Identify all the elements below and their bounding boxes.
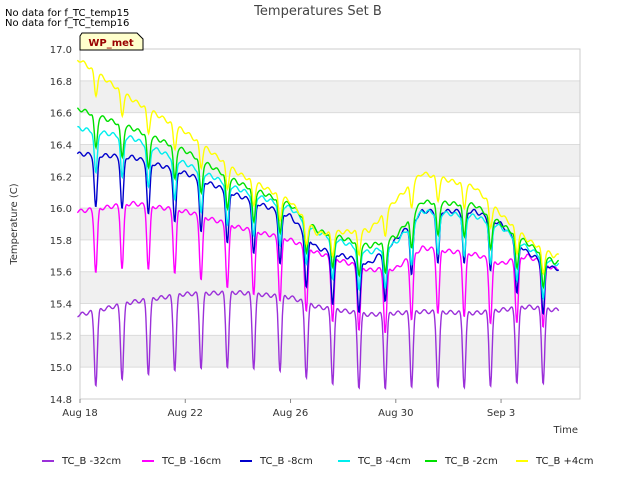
- grid-band: [80, 80, 580, 113]
- no-data-note-1: No data for f_TC_temp15: [5, 8, 130, 19]
- series-line: [76, 59, 560, 276]
- y-tick-label: 16.2: [50, 172, 72, 183]
- y-tick-label: 15.2: [50, 331, 72, 342]
- x-tick-label: Aug 30: [378, 408, 413, 419]
- y-tick-label: 16.8: [50, 77, 72, 88]
- site-badge-label: WP_met: [88, 38, 134, 49]
- y-tick-label: 17.0: [50, 45, 72, 56]
- y-axis-label: Temperature (C): [9, 183, 20, 265]
- chart-title: Temperatures Set B: [253, 4, 382, 19]
- no-data-note-2: No data for f_TC_temp16: [5, 18, 130, 29]
- grid-band: [80, 144, 580, 177]
- x-tick-label: Sep 3: [487, 408, 515, 419]
- y-tick-label: 16.6: [50, 109, 72, 120]
- y-tick-label: 15.0: [50, 363, 72, 374]
- x-tick-label: Aug 18: [62, 408, 97, 419]
- series-line: [76, 151, 560, 316]
- x-tick-label: Aug 22: [168, 408, 203, 419]
- grid-band: [80, 335, 580, 368]
- legend-label: TC_B -2cm: [444, 456, 498, 467]
- series-line: [76, 107, 560, 290]
- y-tick-label: 15.8: [50, 236, 72, 247]
- legend-label: TC_B -16cm: [161, 456, 221, 467]
- y-tick-label: 15.4: [50, 300, 72, 311]
- y-tick-label: 14.8: [50, 395, 72, 406]
- y-tick-label: 16.4: [50, 140, 72, 151]
- y-tick-label: 16.0: [50, 204, 72, 215]
- legend-label: TC_B -4cm: [357, 456, 411, 467]
- legend-label: TC_B -8cm: [259, 456, 313, 467]
- x-tick-label: Aug 26: [273, 408, 308, 419]
- legend-label: TC_B +4cm: [535, 456, 594, 467]
- series-line: [77, 289, 560, 391]
- site-badge: WP_met: [79, 32, 144, 51]
- plot-frame: [79, 48, 581, 400]
- series-line: [76, 200, 559, 334]
- y-tick-label: 15.6: [50, 268, 72, 279]
- x-axis-label: Time: [553, 425, 578, 436]
- legend-label: TC_B -32cm: [61, 456, 121, 467]
- legend: TC_B -32cm TC_B -16cm TC_B -8cm TC_B -4cm TC…: [42, 456, 594, 467]
